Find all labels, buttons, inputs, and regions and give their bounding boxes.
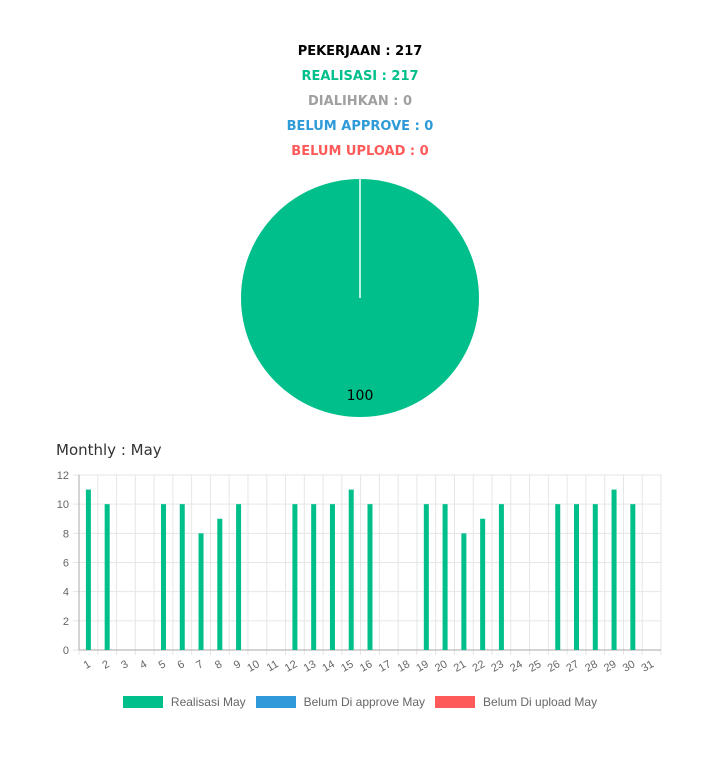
x-tick-label: 29 (602, 658, 619, 675)
bar[interactable] (480, 518, 486, 650)
chart-legend: Realisasi May Belum Di approve May Belum… (0, 695, 720, 709)
x-tick-label: 13 (302, 658, 319, 675)
x-tick-label: 26 (546, 658, 563, 675)
summary-realisasi: REALISASI : 217 (301, 69, 419, 84)
bar[interactable] (611, 489, 617, 650)
summary-belum-upload: BELUM UPLOAD : 0 (291, 144, 429, 159)
bar[interactable] (442, 504, 448, 650)
x-tick-label: 16 (358, 658, 375, 675)
legend-item-belum-upload[interactable]: Belum Di upload May (435, 695, 597, 709)
x-tick-label: 10 (245, 658, 262, 675)
y-tick-label: 8 (63, 528, 69, 540)
x-tick-label: 15 (339, 658, 356, 675)
x-tick-label: 21 (452, 658, 469, 675)
x-tick-label: 14 (320, 658, 337, 675)
x-tick-label: 27 (564, 658, 581, 675)
bar[interactable] (292, 504, 298, 650)
x-tick-label: 8 (213, 658, 224, 671)
x-tick-label: 12 (283, 658, 300, 675)
legend-swatch (435, 696, 476, 708)
monthly-title: Monthly : May (56, 441, 162, 459)
bar[interactable] (555, 504, 561, 650)
y-tick-label: 4 (63, 587, 69, 599)
bar[interactable] (236, 504, 242, 650)
bar[interactable] (217, 518, 223, 650)
x-tick-label: 4 (138, 658, 149, 671)
x-tick-label: 23 (489, 658, 506, 675)
pie-chart: 100 (241, 179, 479, 417)
x-tick-label: 24 (508, 658, 525, 675)
x-tick-label: 30 (621, 658, 638, 675)
bar[interactable] (367, 504, 373, 650)
x-tick-label: 20 (433, 658, 450, 675)
legend-label: Belum Di upload May (483, 695, 598, 709)
legend-swatch (122, 696, 163, 708)
bar[interactable] (85, 489, 91, 650)
x-tick-label: 9 (232, 658, 243, 671)
x-tick-label: 25 (527, 658, 544, 675)
bar[interactable] (104, 504, 110, 650)
summary-pekerjaan: PEKERJAAN : 217 (297, 44, 423, 59)
x-tick-label: 18 (395, 658, 412, 675)
bar[interactable] (160, 504, 166, 650)
y-tick-label: 2 (63, 616, 69, 628)
legend-label: Realisasi May (170, 695, 246, 709)
x-tick-label: 19 (414, 658, 431, 675)
y-tick-label: 10 (57, 499, 69, 511)
x-tick-label: 3 (119, 658, 130, 671)
x-tick-label: 5 (157, 658, 168, 671)
bar[interactable] (630, 504, 636, 650)
x-tick-label: 28 (583, 658, 600, 675)
x-tick-label: 22 (471, 658, 488, 675)
legend-swatch (255, 696, 296, 708)
legend-label: Belum Di approve May (303, 695, 426, 709)
x-tick-label: 6 (175, 658, 186, 671)
bar[interactable] (348, 489, 354, 650)
x-tick-label: 17 (377, 658, 394, 675)
x-tick-label: 2 (100, 658, 111, 671)
bar[interactable] (179, 504, 185, 650)
bar[interactable] (592, 504, 598, 650)
y-tick-label: 6 (63, 558, 69, 570)
y-tick-label: 0 (63, 645, 69, 657)
bar[interactable] (461, 533, 467, 650)
summary-dialihkan: DIALIHKAN : 0 (308, 94, 412, 109)
bar[interactable] (423, 504, 429, 650)
bar[interactable] (329, 504, 335, 650)
pie-data-label: 100 (347, 388, 374, 404)
x-tick-label: 11 (265, 658, 281, 674)
x-tick-label: 7 (194, 658, 205, 671)
summary-belum-approve: BELUM APPROVE : 0 (286, 119, 434, 134)
y-tick-label: 12 (57, 470, 69, 482)
legend-item-belum-approve[interactable]: Belum Di approve May (255, 695, 426, 709)
legend-item-realisasi[interactable]: Realisasi May (122, 695, 246, 709)
bar[interactable] (574, 504, 580, 650)
x-tick-label: 31 (640, 658, 657, 675)
bar[interactable] (498, 504, 504, 650)
x-tick-label: 1 (82, 658, 93, 671)
bar[interactable] (198, 533, 204, 650)
bar[interactable] (311, 504, 317, 650)
